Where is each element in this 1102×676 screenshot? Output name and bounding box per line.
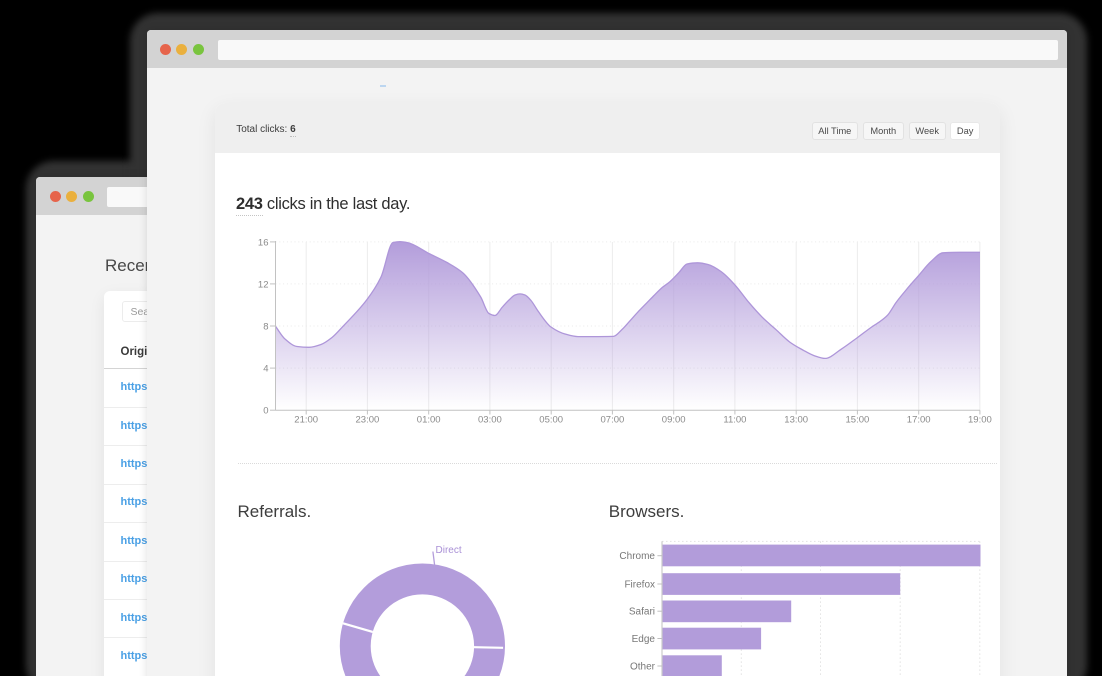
svg-text:Direct: Direct [436, 545, 462, 556]
svg-text:Other: Other [630, 662, 656, 673]
svg-text:11:00: 11:00 [723, 415, 746, 426]
svg-text:23:00: 23:00 [356, 415, 380, 426]
svg-text:Edge: Edge [632, 634, 656, 645]
svg-text:05:00: 05:00 [539, 415, 563, 426]
svg-text:0: 0 [263, 406, 268, 417]
svg-text:09:00: 09:00 [662, 415, 686, 426]
svg-text:19:00: 19:00 [968, 415, 992, 426]
svg-text:8: 8 [263, 321, 268, 332]
svg-text:13:00: 13:00 [784, 415, 808, 426]
svg-text:16: 16 [258, 237, 269, 248]
svg-text:21:00: 21:00 [294, 415, 318, 426]
svg-text:17:00: 17:00 [907, 415, 931, 426]
svg-text:Chrome: Chrome [619, 551, 655, 562]
svg-text:Safari: Safari [629, 607, 655, 618]
svg-text:12: 12 [258, 279, 269, 290]
svg-text:03:00: 03:00 [478, 415, 502, 426]
svg-text:Firefox: Firefox [624, 580, 655, 591]
svg-text:15:00: 15:00 [846, 415, 870, 426]
svg-text:4: 4 [263, 364, 268, 375]
svg-text:07:00: 07:00 [601, 415, 625, 426]
svg-text:01:00: 01:00 [417, 415, 441, 426]
